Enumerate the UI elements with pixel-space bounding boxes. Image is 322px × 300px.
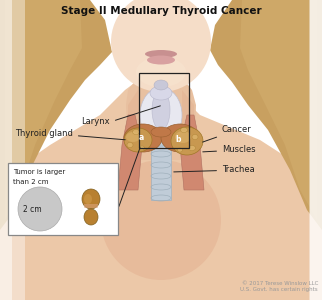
Bar: [151, 115, 171, 200]
Ellipse shape: [140, 88, 182, 142]
Polygon shape: [182, 90, 194, 160]
Polygon shape: [5, 0, 82, 220]
Bar: [0, 0, 12, 300]
Ellipse shape: [188, 146, 195, 151]
Text: Tumor is larger: Tumor is larger: [13, 169, 65, 175]
Polygon shape: [128, 90, 140, 160]
Ellipse shape: [124, 128, 152, 152]
Polygon shape: [126, 68, 196, 160]
Ellipse shape: [124, 124, 162, 152]
Ellipse shape: [111, 0, 211, 92]
Ellipse shape: [147, 56, 175, 64]
Ellipse shape: [150, 86, 172, 100]
Bar: [310, 0, 322, 300]
FancyBboxPatch shape: [8, 163, 118, 235]
Ellipse shape: [84, 194, 92, 204]
Ellipse shape: [82, 189, 100, 209]
Polygon shape: [118, 115, 142, 190]
Ellipse shape: [175, 131, 191, 143]
Ellipse shape: [171, 127, 203, 155]
Circle shape: [18, 187, 62, 231]
Ellipse shape: [154, 80, 168, 90]
Polygon shape: [0, 0, 112, 230]
Text: than 2 cm: than 2 cm: [13, 179, 49, 185]
Ellipse shape: [101, 160, 221, 280]
Text: Cancer: Cancer: [203, 125, 252, 142]
Polygon shape: [180, 115, 204, 190]
Bar: [84, 204, 98, 208]
Text: a: a: [138, 134, 144, 142]
Text: 2 cm: 2 cm: [23, 205, 41, 214]
Ellipse shape: [152, 90, 170, 130]
Bar: [139, 73, 189, 148]
Ellipse shape: [177, 148, 183, 152]
Text: Muscles: Muscles: [203, 146, 256, 154]
Text: Thyroid gland: Thyroid gland: [15, 128, 125, 140]
Ellipse shape: [136, 57, 186, 87]
Text: © 2017 Terese Winslow LLC
U.S. Govt. has certain rights: © 2017 Terese Winslow LLC U.S. Govt. has…: [241, 281, 318, 292]
Ellipse shape: [126, 132, 140, 142]
Polygon shape: [0, 75, 322, 300]
Ellipse shape: [84, 209, 98, 225]
Text: Trachea: Trachea: [174, 166, 255, 175]
Text: Stage II Medullary Thyroid Cancer: Stage II Medullary Thyroid Cancer: [61, 6, 261, 16]
Polygon shape: [240, 0, 317, 220]
Ellipse shape: [139, 146, 145, 150]
Ellipse shape: [161, 124, 199, 152]
Bar: [12, 0, 25, 300]
Ellipse shape: [151, 127, 171, 137]
Ellipse shape: [132, 130, 139, 134]
Polygon shape: [210, 0, 322, 230]
Text: b: b: [175, 136, 181, 145]
Ellipse shape: [192, 134, 198, 140]
Ellipse shape: [145, 50, 177, 58]
Bar: [309, 0, 322, 300]
Ellipse shape: [127, 142, 133, 148]
Text: Larynx: Larynx: [81, 106, 160, 127]
Ellipse shape: [181, 128, 187, 133]
